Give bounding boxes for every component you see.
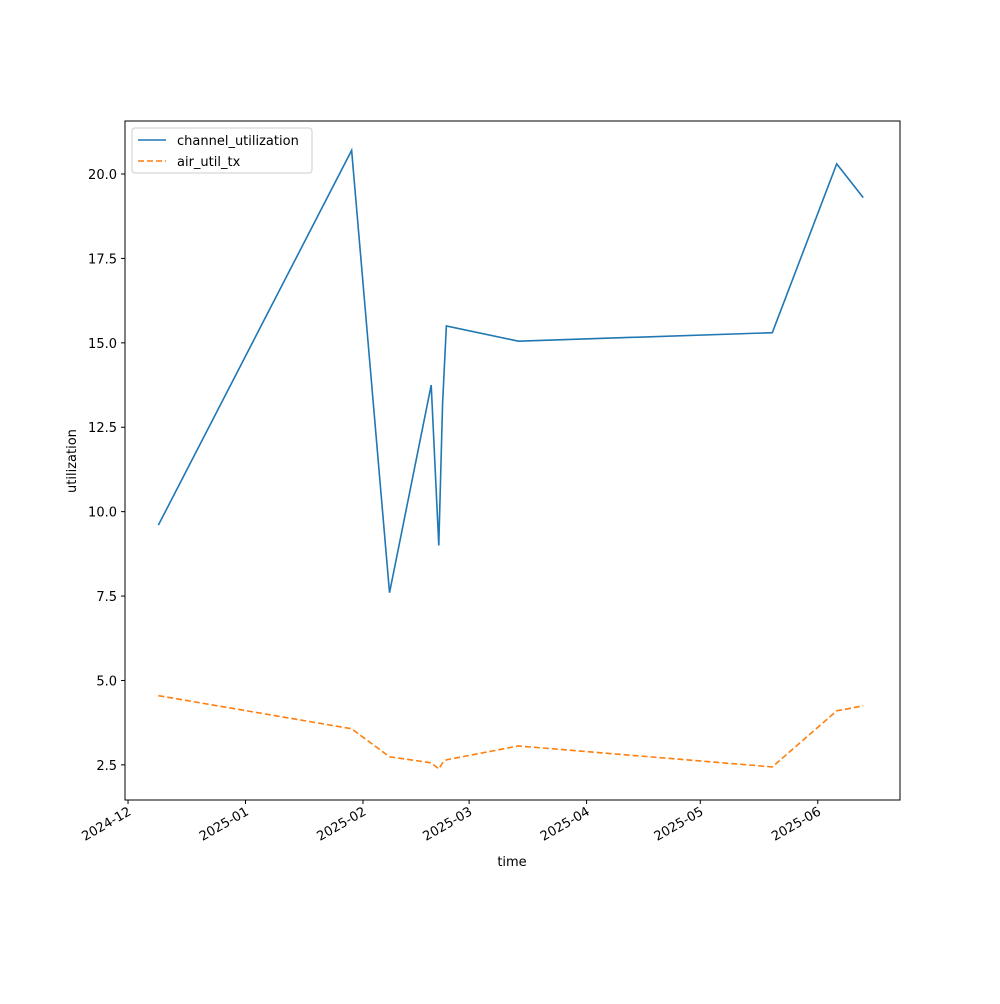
legend-label: channel_utilization: [177, 134, 299, 149]
plot-frame: [124, 120, 901, 801]
data-line: [157, 147, 864, 593]
y-tick-label: 2.5: [96, 759, 117, 774]
y-tick-label: 20.0: [88, 168, 117, 183]
y-tick-label: 7.5: [96, 590, 117, 605]
data-line: [158, 694, 864, 771]
x-axis-label: time: [497, 855, 526, 870]
y-tick-label: 12.5: [88, 421, 117, 436]
legend-box: [131, 127, 313, 174]
x-tick-label: 2024-12: [79, 804, 134, 844]
y-tick-label: 15.0: [88, 337, 117, 352]
y-axis-label: utilization: [65, 429, 80, 493]
y-tick-label: 10.0: [88, 506, 117, 521]
x-tick-label: 2025-06: [769, 804, 824, 844]
y-tick-label: 17.5: [88, 252, 117, 267]
legend: channel_utilization air_util_tx: [131, 127, 313, 174]
x-tick-label: 2025-03: [421, 804, 476, 844]
legend-label: air_util_tx: [177, 155, 241, 170]
y-tick-label: 5.0: [96, 674, 117, 689]
x-tick-label: 2025-05: [652, 804, 707, 844]
x-tick-label: 2025-01: [197, 804, 252, 844]
x-tick-label: 2025-04: [538, 804, 593, 844]
x-tick-label: 2025-02: [314, 804, 369, 844]
